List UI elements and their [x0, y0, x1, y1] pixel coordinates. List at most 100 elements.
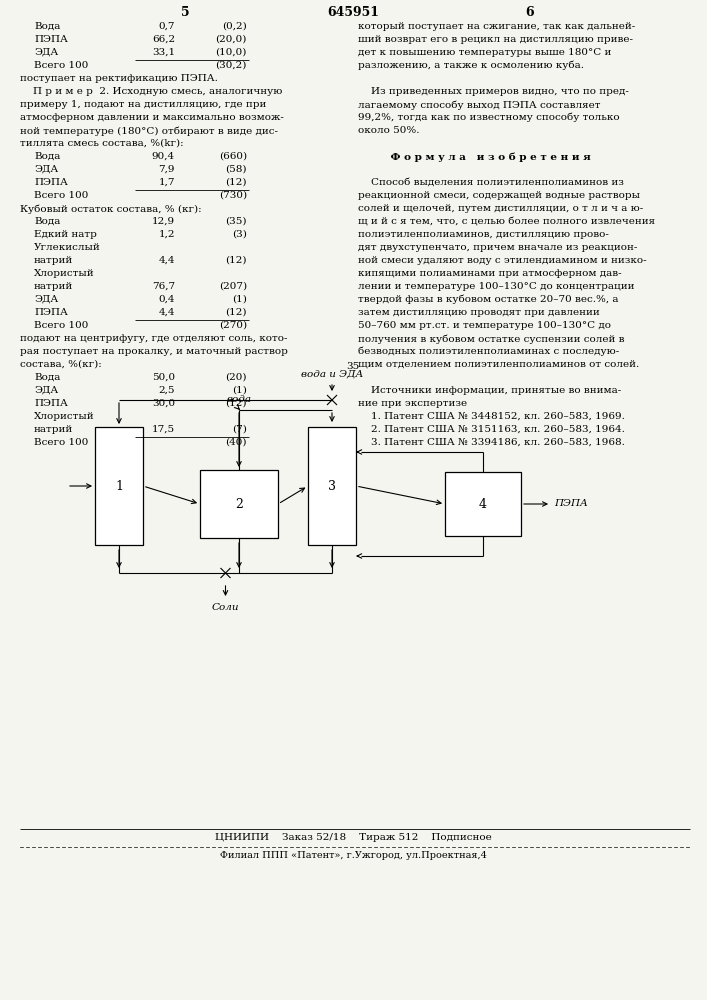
- Text: П р и м е р  2. Исходную смесь, аналогичную: П р и м е р 2. Исходную смесь, аналогичн…: [20, 87, 282, 96]
- Text: (207): (207): [219, 282, 247, 291]
- Text: (1): (1): [232, 295, 247, 304]
- Text: 2. Патент США № 3151163, кл. 260–583, 1964.: 2. Патент США № 3151163, кл. 260–583, 19…: [358, 425, 625, 434]
- Text: 1: 1: [115, 480, 123, 492]
- Text: поступает на ректификацию ПЭПА.: поступает на ректификацию ПЭПА.: [20, 74, 218, 83]
- Text: 2,5: 2,5: [158, 386, 175, 395]
- Text: Всего 100: Всего 100: [34, 191, 88, 200]
- Text: Вода: Вода: [34, 373, 60, 382]
- Text: (12): (12): [226, 256, 247, 265]
- Text: около 50%.: около 50%.: [358, 126, 419, 135]
- Text: ПЭПА: ПЭПА: [34, 399, 68, 408]
- Text: подают на центрифугу, где отделяют соль, кото-: подают на центрифугу, где отделяют соль,…: [20, 334, 288, 343]
- Text: 12,9: 12,9: [152, 217, 175, 226]
- Text: (58): (58): [226, 165, 247, 174]
- Text: 17,5: 17,5: [152, 425, 175, 434]
- Text: ПЭПА: ПЭПА: [34, 308, 68, 317]
- Text: 35: 35: [346, 362, 360, 371]
- Text: который поступает на сжигание, так как дальней-: который поступает на сжигание, так как д…: [358, 22, 636, 31]
- Text: примеру 1, подают на дистилляцию, где при: примеру 1, подают на дистилляцию, где пр…: [20, 100, 267, 109]
- Text: Ф о р м у л а   и з о б р е т е н и я: Ф о р м у л а и з о б р е т е н и я: [358, 152, 591, 161]
- Text: 90,4: 90,4: [152, 152, 175, 161]
- Text: 76,7: 76,7: [152, 282, 175, 291]
- Text: 645951: 645951: [327, 6, 379, 19]
- Text: натрий: натрий: [34, 282, 74, 291]
- Text: щим отделением полиэтиленполиаминов от солей.: щим отделением полиэтиленполиаминов от с…: [358, 360, 639, 369]
- Text: щ и й с я тем, что, с целью более полного извлечения: щ и й с я тем, что, с целью более полног…: [358, 217, 655, 226]
- Text: 1,2: 1,2: [158, 230, 175, 239]
- Text: натрий: натрий: [34, 256, 74, 265]
- Text: (12): (12): [226, 178, 247, 187]
- Text: ние при экспертизе: ние при экспертизе: [358, 399, 467, 408]
- Text: 50,0: 50,0: [152, 373, 175, 382]
- Bar: [200, 470, 278, 538]
- Text: 33,1: 33,1: [152, 48, 175, 57]
- Text: (7): (7): [232, 425, 247, 434]
- Text: ПЭПА: ПЭПА: [34, 178, 68, 187]
- Text: твердой фазы в кубовом остатке 20–70 вес.%, а: твердой фазы в кубовом остатке 20–70 вес…: [358, 295, 619, 304]
- Text: (3): (3): [232, 230, 247, 239]
- Text: 30,0: 30,0: [152, 399, 175, 408]
- Text: получения в кубовом остатке суспензии солей в: получения в кубовом остатке суспензии со…: [358, 334, 624, 344]
- Text: (660): (660): [219, 152, 247, 161]
- Text: (730): (730): [219, 191, 247, 200]
- Text: Источники информации, принятые во внима-: Источники информации, принятые во внима-: [358, 386, 621, 395]
- Text: 3: 3: [328, 480, 336, 492]
- Text: Всего 100: Всего 100: [34, 438, 88, 447]
- Text: 7,9: 7,9: [158, 165, 175, 174]
- Text: натрий: натрий: [34, 425, 74, 434]
- Text: Углекислый: Углекислый: [34, 243, 101, 252]
- Text: 1. Патент США № 3448152, кл. 260–583, 1969.: 1. Патент США № 3448152, кл. 260–583, 19…: [358, 412, 625, 421]
- Text: (20): (20): [226, 373, 247, 382]
- Text: Кубовый остаток состава, % (кг):: Кубовый остаток состава, % (кг):: [20, 204, 201, 214]
- Text: Вода: Вода: [34, 217, 60, 226]
- Text: рая поступает на прокалку, и маточный раствор: рая поступает на прокалку, и маточный ра…: [20, 347, 288, 356]
- Text: 4: 4: [479, 497, 487, 510]
- Text: (12): (12): [226, 399, 247, 408]
- Text: ПЭПА: ПЭПА: [34, 35, 68, 44]
- Text: Из приведенных примеров видно, что по пред-: Из приведенных примеров видно, что по пр…: [358, 87, 629, 96]
- Text: ЭДА: ЭДА: [34, 386, 58, 395]
- Text: (12): (12): [226, 308, 247, 317]
- Text: 1,7: 1,7: [158, 178, 175, 187]
- Text: полиэтиленполиаминов, дистилляцию прово-: полиэтиленполиаминов, дистилляцию прово-: [358, 230, 609, 239]
- Text: ший возврат его в рецикл на дистилляцию приве-: ший возврат его в рецикл на дистилляцию …: [358, 35, 633, 44]
- Text: Всего 100: Всего 100: [34, 61, 88, 70]
- Text: 50–760 мм рт.ст. и температуре 100–130°C до: 50–760 мм рт.ст. и температуре 100–130°C…: [358, 321, 611, 330]
- Text: солей и щелочей, путем дистилляции, о т л и ч а ю-: солей и щелочей, путем дистилляции, о т …: [358, 204, 643, 213]
- Text: 66,2: 66,2: [152, 35, 175, 44]
- Text: кипящими полиаминами при атмосферном дав-: кипящими полиаминами при атмосферном дав…: [358, 269, 621, 278]
- Text: 0,7: 0,7: [158, 22, 175, 31]
- Text: (270): (270): [219, 321, 247, 330]
- Text: (35): (35): [226, 217, 247, 226]
- Bar: [445, 472, 521, 536]
- Text: 99,2%, тогда как по известному способу только: 99,2%, тогда как по известному способу т…: [358, 113, 619, 122]
- Text: реакционной смеси, содержащей водные растворы: реакционной смеси, содержащей водные рас…: [358, 191, 640, 200]
- Text: состава, %(кг):: состава, %(кг):: [20, 360, 102, 369]
- Text: 2: 2: [235, 497, 243, 510]
- Text: Способ выделения полиэтиленполиаминов из: Способ выделения полиэтиленполиаминов из: [358, 178, 624, 187]
- Text: (30,2): (30,2): [216, 61, 247, 70]
- Text: безводных полиэтиленполиаминах с последую-: безводных полиэтиленполиаминах с последу…: [358, 347, 619, 357]
- Text: дят двухступенчато, причем вначале из реакцион-: дят двухступенчато, причем вначале из ре…: [358, 243, 638, 252]
- Text: Едкий натр: Едкий натр: [34, 230, 97, 239]
- Text: Соли: Соли: [212, 603, 239, 612]
- Text: дет к повышению температуры выше 180°C и: дет к повышению температуры выше 180°C и: [358, 48, 612, 57]
- Text: ПЭПА: ПЭПА: [554, 498, 588, 508]
- Text: 4,4: 4,4: [158, 308, 175, 317]
- Text: ной смеси удаляют воду с этилендиамином и низко-: ной смеси удаляют воду с этилендиамином …: [358, 256, 647, 265]
- Text: Хлористый: Хлористый: [34, 269, 95, 278]
- Text: ЭДА: ЭДА: [34, 295, 58, 304]
- Text: 3. Патент США № 3394186, кл. 260–583, 1968.: 3. Патент США № 3394186, кл. 260–583, 19…: [358, 438, 625, 447]
- Text: Вода: Вода: [34, 22, 60, 31]
- Text: 6: 6: [526, 6, 534, 19]
- Text: Хлористый: Хлористый: [34, 412, 95, 421]
- Text: лении и температуре 100–130°C до концентрации: лении и температуре 100–130°C до концент…: [358, 282, 634, 291]
- Text: ЦНИИПИ    Заказ 52/18    Тираж 512    Подписное: ЦНИИПИ Заказ 52/18 Тираж 512 Подписное: [215, 833, 491, 842]
- Text: вода: вода: [226, 395, 252, 404]
- Text: (10,0): (10,0): [216, 48, 247, 57]
- Text: разложению, а также к осмолению куба.: разложению, а также к осмолению куба.: [358, 61, 584, 70]
- Text: вода и ЭДА: вода и ЭДА: [300, 369, 363, 378]
- Text: (1): (1): [232, 386, 247, 395]
- Bar: [308, 427, 356, 545]
- Text: (0,2): (0,2): [222, 22, 247, 31]
